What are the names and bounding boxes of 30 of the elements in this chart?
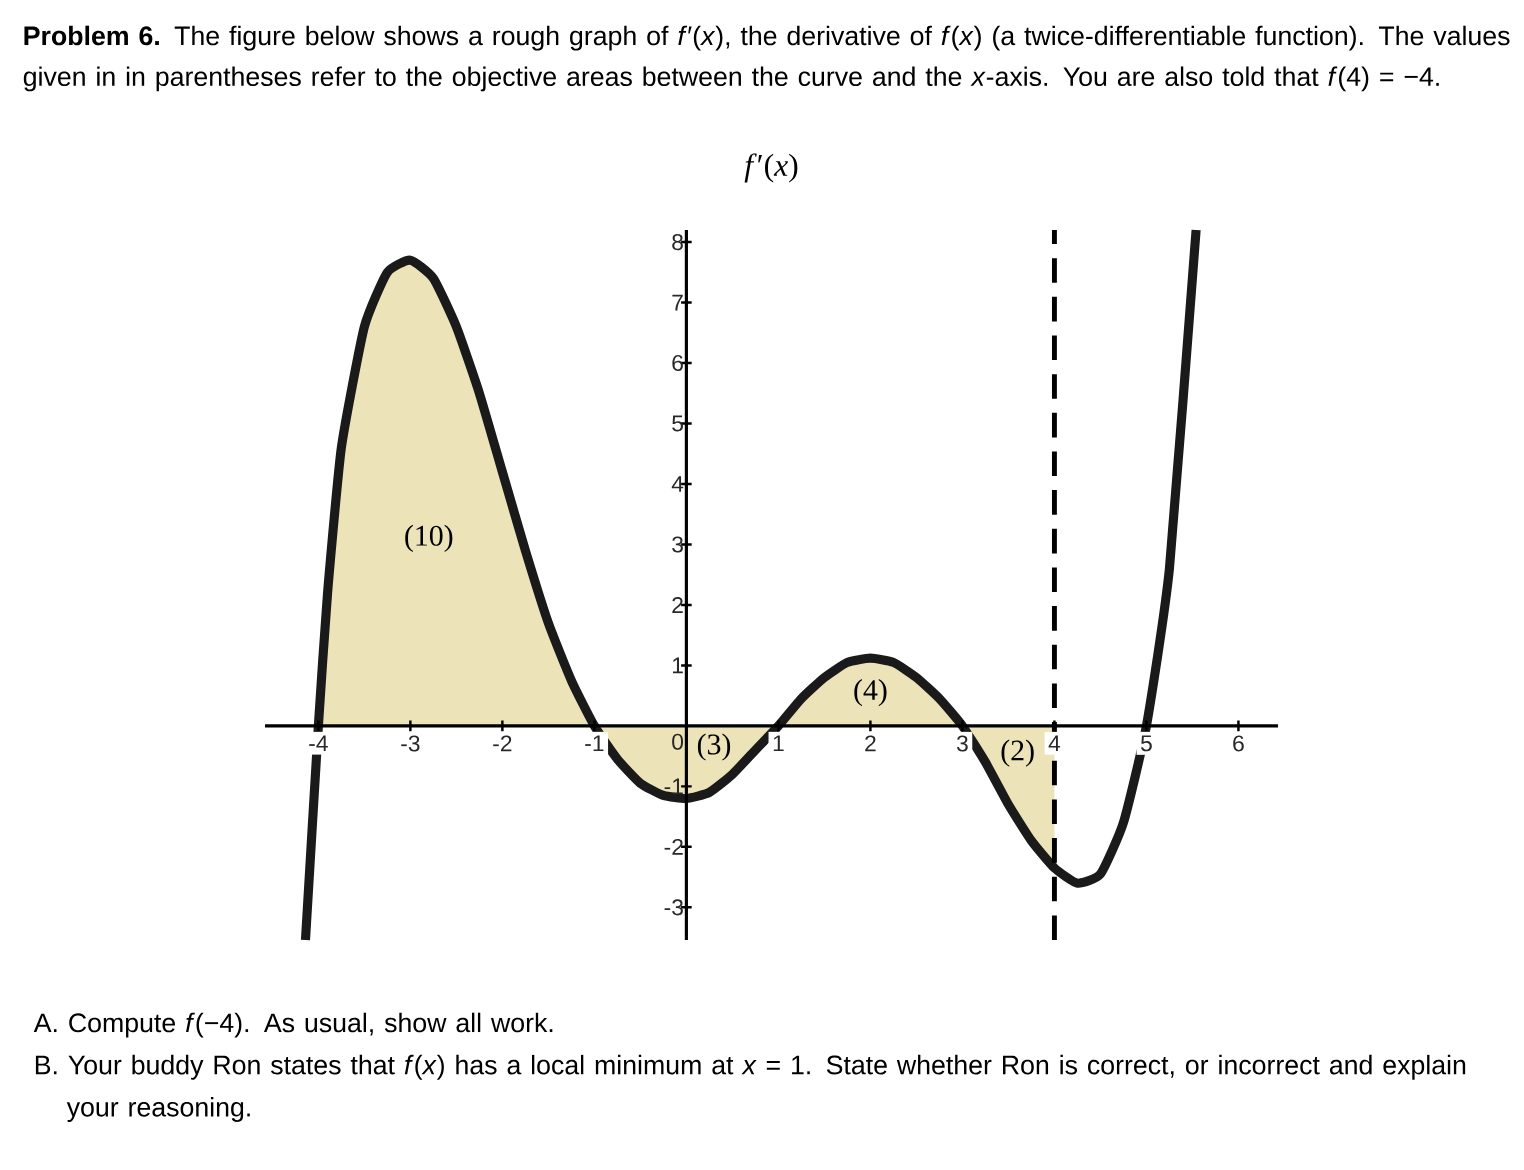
- chart-title: f′(x): [744, 153, 798, 183]
- y-tick-label: 4: [671, 476, 684, 492]
- y-tick-label: -3: [664, 899, 683, 916]
- x-tick-label: 2: [865, 735, 876, 752]
- annotation: (4): [854, 679, 887, 707]
- y-tick-label: 2: [672, 596, 683, 613]
- x-tick-label: 4: [1048, 735, 1061, 752]
- y-tick-label: 3: [672, 536, 683, 553]
- x-tick-label: -1: [585, 735, 604, 752]
- x-tick-label: 3: [956, 735, 968, 752]
- annotation: (2): [1001, 739, 1034, 767]
- y-tick-label: 8: [672, 234, 683, 251]
- y-tick-label: -2: [664, 838, 683, 855]
- y-tick-label: 5: [672, 415, 683, 432]
- text: B. Your buddy Ron states that f(x) has a local minimum at x = 1. State whether Ron is correct, or incorrect and explain your reasoning.: [35, 1054, 1466, 1122]
- annotation: (10): [405, 524, 453, 552]
- x-tick-label: 1: [773, 735, 784, 752]
- x-tick-label: 5: [1141, 735, 1152, 752]
- x-tick-label: -4: [309, 735, 328, 752]
- annotation: (3): [697, 733, 731, 761]
- x-tick-label: -2: [493, 735, 512, 752]
- x-tick-label: -3: [401, 735, 420, 752]
- text: Problem 6. The figure below shows a rough graph of f′(x), the derivative of f(x) (a twice-differentiable function). The values given in in parentheses refer to the objective areas between the curve and the x-axis. You are also told that f(4) = −4.: [23, 25, 1510, 92]
- y-tick-label: 1: [672, 657, 683, 674]
- y-tick-label: -1: [664, 778, 683, 795]
- x-tick-label: 0: [672, 733, 684, 750]
- x-tick-label: 6: [1233, 735, 1244, 752]
- y-tick-label: 6: [672, 354, 683, 372]
- y-tick-label: 7: [672, 294, 683, 311]
- text: A. Compute f(−4). As usual, show all work.: [33, 1012, 553, 1038]
